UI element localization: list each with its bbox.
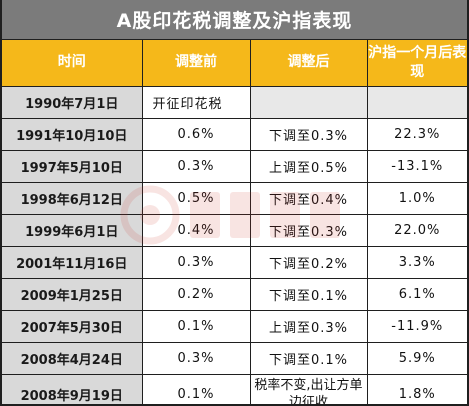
table-row: 1990年7月1日 开征印花税 bbox=[2, 85, 467, 119]
row-after: 下调至0.1% bbox=[249, 277, 368, 311]
row-date: 2008年4月24日 bbox=[2, 341, 143, 375]
header-time: 时间 bbox=[2, 40, 143, 87]
row-before: 0.3% bbox=[141, 245, 251, 279]
row-before: 0.4% bbox=[141, 213, 251, 247]
row-performance: 1.8% bbox=[366, 373, 467, 404]
table-row: 2008年4月24日 0.3% 下调至0.1% 5.9% bbox=[2, 341, 467, 375]
table-row: 2009年1月25日 0.2% 下调至0.1% 6.1% bbox=[2, 277, 467, 311]
row-after: 上调至0.5% bbox=[249, 149, 368, 183]
header-row: 时间 调整前 调整后 沪指一个月后表现 bbox=[2, 40, 467, 87]
row-before: 0.1% bbox=[141, 373, 251, 404]
row-before: 0.2% bbox=[141, 277, 251, 311]
row-date: 1991年10月10日 bbox=[2, 117, 143, 151]
row-performance: -13.1% bbox=[366, 149, 467, 183]
header-before: 调整前 bbox=[141, 40, 251, 87]
row-before: 0.3% bbox=[141, 341, 251, 375]
table-row: 1999年6月1日 0.4% 下调至0.3% 22.0% bbox=[2, 213, 467, 247]
row-after: 税率不变,出让方单边征收 bbox=[249, 373, 368, 404]
row-after: 下调至0.3% bbox=[249, 117, 368, 151]
row-date: 2001年11月16日 bbox=[2, 245, 143, 279]
row-performance: 22.0% bbox=[366, 213, 467, 247]
row-date: 2009年1月25日 bbox=[2, 277, 143, 311]
table-row: 1991年10月10日 0.6% 下调至0.3% 22.3% bbox=[2, 117, 467, 151]
row-date: 1999年6月1日 bbox=[2, 213, 143, 247]
row-date: 2008年9月19日 bbox=[2, 373, 143, 404]
stamp-duty-table: 时间 调整前 调整后 沪指一个月后表现 1990年7月1日 开征印花税 1991… bbox=[2, 40, 467, 404]
row-after bbox=[249, 85, 368, 119]
row-before: 0.6% bbox=[141, 117, 251, 151]
table-row: 1997年5月10日 0.3% 上调至0.5% -13.1% bbox=[2, 149, 467, 183]
table-row: 2008年9月19日 0.1% 税率不变,出让方单边征收 1.8% bbox=[2, 373, 467, 404]
row-performance: -11.9% bbox=[366, 309, 467, 343]
row-performance: 1.0% bbox=[366, 181, 467, 215]
table-row: 2007年5月30日 0.1% 上调至0.3% -11.9% bbox=[2, 309, 467, 343]
row-after: 下调至0.3% bbox=[249, 213, 368, 247]
row-performance: 6.1% bbox=[366, 277, 467, 311]
table-title: A股印花税调整及沪指表现 bbox=[2, 0, 467, 40]
row-performance bbox=[366, 85, 467, 119]
row-after: 下调至0.1% bbox=[249, 341, 368, 375]
table-row: 1998年6月12日 0.5% 下调至0.4% 1.0% bbox=[2, 181, 467, 215]
table-row: 2001年11月16日 0.3% 下调至0.2% 3.3% bbox=[2, 245, 467, 279]
row-date: 1990年7月1日 bbox=[2, 85, 143, 119]
row-after: 下调至0.4% bbox=[249, 181, 368, 215]
row-date: 1998年6月12日 bbox=[2, 181, 143, 215]
row-date: 1997年5月10日 bbox=[2, 149, 143, 183]
row-before: 0.1% bbox=[141, 309, 251, 343]
row-performance: 3.3% bbox=[366, 245, 467, 279]
row-performance: 22.3% bbox=[366, 117, 467, 151]
row-before: 开征印花税 bbox=[141, 85, 251, 119]
row-performance: 5.9% bbox=[366, 341, 467, 375]
row-before: 0.5% bbox=[141, 181, 251, 215]
row-after: 上调至0.3% bbox=[249, 309, 368, 343]
row-before: 0.3% bbox=[141, 149, 251, 183]
row-after: 下调至0.2% bbox=[249, 245, 368, 279]
header-performance: 沪指一个月后表现 bbox=[366, 40, 467, 87]
header-after: 调整后 bbox=[249, 40, 368, 87]
row-date: 2007年5月30日 bbox=[2, 309, 143, 343]
